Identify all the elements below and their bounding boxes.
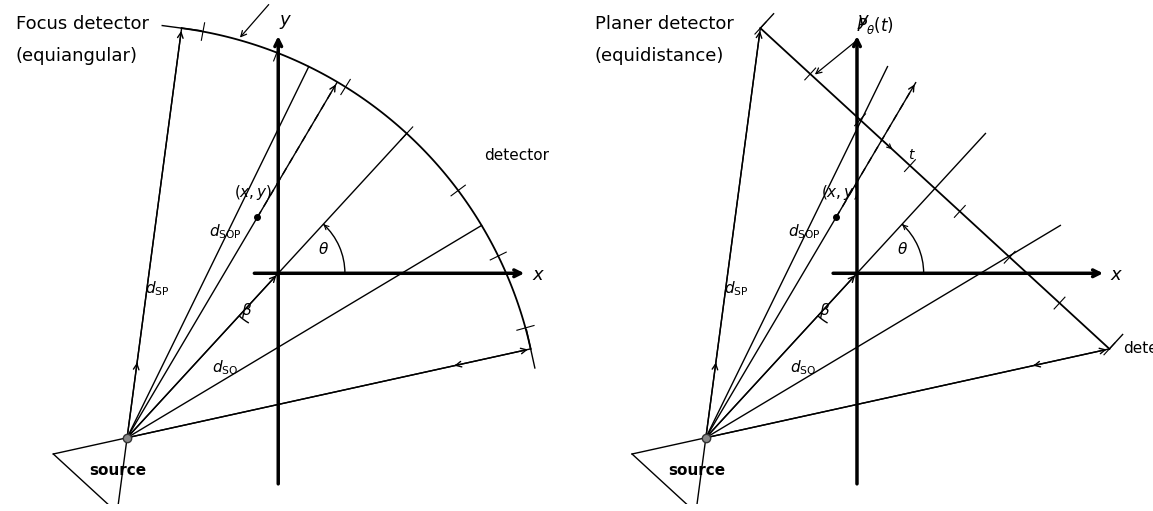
Text: $d_{\mathrm{SOP}}$: $d_{\mathrm{SOP}}$ [210,223,242,242]
Text: $d_{\mathrm{SOP}}$: $d_{\mathrm{SOP}}$ [789,223,821,242]
Text: $d_{\mathrm{SO}}$: $d_{\mathrm{SO}}$ [211,358,238,377]
Text: detector: detector [1123,341,1153,356]
Text: $x$: $x$ [532,266,545,284]
Text: $(x, y)$: $(x, y)$ [821,183,860,202]
Text: Planer detector: Planer detector [595,15,733,33]
Text: $P_{\theta}(t)$: $P_{\theta}(t)$ [816,15,894,74]
Text: $d_{\mathrm{SP}}$: $d_{\mathrm{SP}}$ [145,280,169,298]
Text: $y$: $y$ [279,13,292,32]
Text: $y$: $y$ [858,13,871,32]
Text: $d_{\mathrm{SP}}$: $d_{\mathrm{SP}}$ [724,280,748,298]
Text: $\beta$: $\beta$ [241,301,251,320]
Text: (equiangular): (equiangular) [16,47,138,64]
Text: $x$: $x$ [1110,266,1124,284]
Text: $P_{\theta}(\beta)$: $P_{\theta}(\beta)$ [241,0,303,37]
Text: (equidistance): (equidistance) [595,47,724,64]
Text: $\theta$: $\theta$ [318,241,330,257]
Text: Focus detector: Focus detector [16,15,149,33]
Text: $\theta$: $\theta$ [897,241,909,257]
Text: $(x, y)$: $(x, y)$ [234,183,272,202]
Text: $d_{\mathrm{SO}}$: $d_{\mathrm{SO}}$ [790,358,816,377]
Text: $\beta$: $\beta$ [820,301,830,320]
Text: $t$: $t$ [907,148,915,162]
Text: detector: detector [484,148,549,163]
Text: source: source [669,462,725,478]
Text: source: source [90,462,146,478]
